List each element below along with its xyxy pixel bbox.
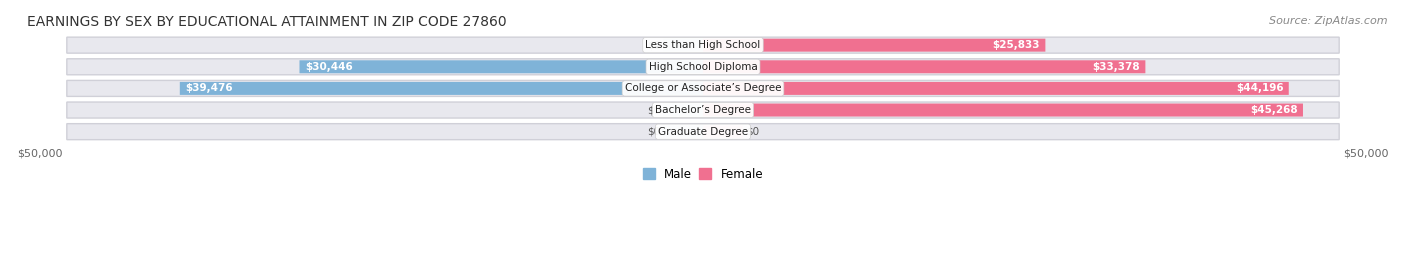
Text: $0: $0 xyxy=(747,127,759,137)
Text: $33,378: $33,378 xyxy=(1092,62,1140,72)
FancyBboxPatch shape xyxy=(703,125,742,138)
Text: $45,268: $45,268 xyxy=(1250,105,1298,115)
FancyBboxPatch shape xyxy=(703,104,1303,116)
Text: Source: ZipAtlas.com: Source: ZipAtlas.com xyxy=(1270,16,1388,26)
Text: Bachelor’s Degree: Bachelor’s Degree xyxy=(655,105,751,115)
FancyBboxPatch shape xyxy=(67,124,1339,140)
Text: EARNINGS BY SEX BY EDUCATIONAL ATTAINMENT IN ZIP CODE 27860: EARNINGS BY SEX BY EDUCATIONAL ATTAINMEN… xyxy=(27,15,506,29)
Text: Less than High School: Less than High School xyxy=(645,40,761,50)
FancyBboxPatch shape xyxy=(180,82,703,95)
FancyBboxPatch shape xyxy=(703,82,1289,95)
Text: $39,476: $39,476 xyxy=(186,83,233,93)
FancyBboxPatch shape xyxy=(703,39,1046,52)
FancyBboxPatch shape xyxy=(664,39,703,52)
Text: High School Diploma: High School Diploma xyxy=(648,62,758,72)
FancyBboxPatch shape xyxy=(67,37,1339,53)
Text: $0: $0 xyxy=(647,127,659,137)
Text: $0: $0 xyxy=(647,40,659,50)
FancyBboxPatch shape xyxy=(67,80,1339,96)
Text: Graduate Degree: Graduate Degree xyxy=(658,127,748,137)
Text: $30,446: $30,446 xyxy=(305,62,353,72)
FancyBboxPatch shape xyxy=(67,102,1339,118)
Legend: Male, Female: Male, Female xyxy=(638,163,768,185)
FancyBboxPatch shape xyxy=(664,125,703,138)
FancyBboxPatch shape xyxy=(703,60,1146,73)
FancyBboxPatch shape xyxy=(664,104,703,116)
FancyBboxPatch shape xyxy=(299,60,703,73)
Text: $44,196: $44,196 xyxy=(1236,83,1284,93)
Text: $25,833: $25,833 xyxy=(993,40,1040,50)
FancyBboxPatch shape xyxy=(67,59,1339,75)
Text: College or Associate’s Degree: College or Associate’s Degree xyxy=(624,83,782,93)
Text: $0: $0 xyxy=(647,105,659,115)
